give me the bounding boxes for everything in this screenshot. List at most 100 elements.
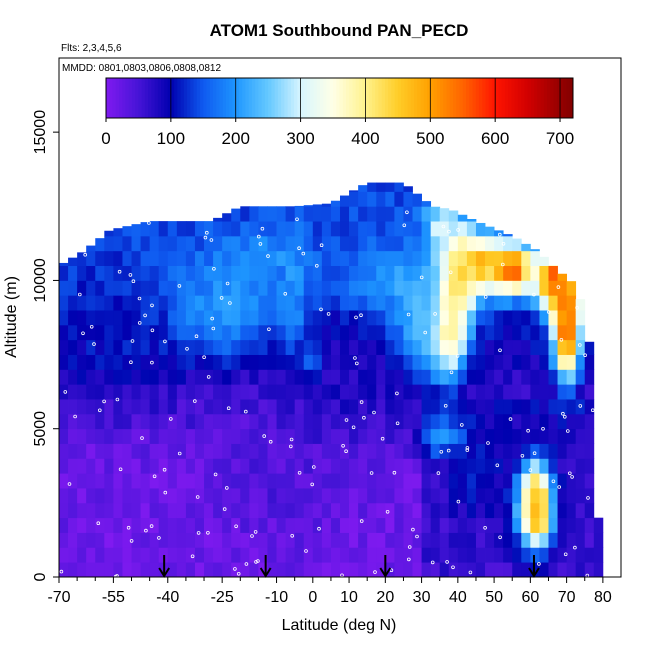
heatmap-cell <box>349 339 359 355</box>
heatmap-cell <box>276 458 287 474</box>
heatmap-cell <box>548 473 558 489</box>
heatmap-cell <box>512 384 522 400</box>
heatmap-cell <box>167 413 178 430</box>
heatmap-cell <box>68 265 78 281</box>
heatmap-cell <box>140 339 151 355</box>
colorbar-swatch <box>264 78 269 118</box>
heatmap-cell <box>167 384 178 400</box>
heatmap-cell <box>485 295 495 311</box>
colorbar-swatch <box>352 78 357 118</box>
heatmap-cell <box>394 295 404 311</box>
heatmap-cell <box>276 384 287 400</box>
heatmap-cell <box>530 280 540 296</box>
heatmap-cell <box>376 310 386 326</box>
heatmap-cell <box>475 428 486 444</box>
heatmap-cell <box>59 428 69 444</box>
heatmap-cell <box>276 488 287 504</box>
sample-point <box>147 221 151 225</box>
heatmap-cell <box>158 235 169 252</box>
heatmap-cell <box>349 221 359 237</box>
heatmap-cell <box>330 295 341 311</box>
sample-point <box>586 496 590 500</box>
y-tick-label: 10000 <box>32 258 49 303</box>
x-tick-label: 10 <box>340 589 358 606</box>
heatmap-cell <box>285 354 296 370</box>
colorbar-tick-label: 400 <box>351 129 379 148</box>
heatmap-cell <box>494 473 504 489</box>
heatmap-cell <box>485 235 495 252</box>
heatmap-cell <box>349 399 359 415</box>
heatmap-cell <box>448 428 459 444</box>
colorbar-swatch <box>384 78 389 118</box>
heatmap-cell <box>584 458 595 474</box>
heatmap-cell <box>285 250 296 266</box>
heatmap-cell <box>349 191 359 207</box>
sample-point <box>498 348 502 353</box>
heatmap-cell <box>412 562 422 577</box>
heatmap-cell <box>439 354 450 370</box>
heatmap-cell <box>584 562 595 577</box>
heatmap-cell <box>358 185 368 192</box>
heatmap-cell <box>276 206 287 222</box>
heatmap-cell <box>394 191 404 207</box>
heatmap-cell <box>276 547 287 563</box>
heatmap-cell <box>113 324 123 341</box>
heatmap-cell <box>77 295 87 311</box>
heatmap-cell <box>258 547 268 563</box>
heatmap-cell <box>149 547 160 563</box>
heatmap-cell <box>548 265 558 266</box>
heatmap-cell <box>104 265 114 281</box>
heatmap-cell <box>403 502 413 519</box>
heatmap-cell <box>68 443 78 459</box>
heatmap-cell <box>349 384 359 400</box>
heatmap-cell <box>122 532 132 548</box>
heatmap-cell <box>185 295 196 311</box>
heatmap-cell <box>376 235 386 252</box>
heatmap-cell <box>312 324 323 341</box>
sample-point <box>556 285 561 289</box>
heatmap-cell <box>303 502 314 519</box>
heatmap-cell <box>104 354 114 370</box>
heatmap-cell <box>367 310 377 326</box>
heatmap-cell <box>557 502 568 519</box>
heatmap-cell <box>385 532 395 548</box>
colorbar-swatch <box>307 78 311 118</box>
colorbar-swatch <box>157 78 162 118</box>
heatmap-cell <box>59 295 69 311</box>
heatmap-cell <box>321 547 332 563</box>
heatmap-cell <box>494 532 504 548</box>
heatmap-cell <box>176 280 187 296</box>
heatmap-cell <box>249 221 259 237</box>
heatmap-cell <box>376 295 386 311</box>
heatmap-cell <box>349 502 359 519</box>
sample-point <box>78 292 82 297</box>
heatmap-cell <box>321 473 332 489</box>
colorbar-swatch <box>258 78 263 118</box>
heatmap-cell <box>68 339 78 355</box>
heatmap-cell <box>485 250 495 266</box>
heatmap-cell <box>240 339 250 355</box>
sample-point <box>439 449 444 454</box>
heatmap-cell <box>86 369 96 385</box>
heatmap-cell <box>367 182 377 192</box>
heatmap-cell <box>249 235 259 252</box>
heatmap-cell <box>394 399 404 415</box>
heatmap-cell <box>412 280 422 296</box>
heatmap-cell <box>439 339 450 355</box>
heatmap-cell <box>521 354 531 370</box>
heatmap-cell <box>267 354 277 370</box>
heatmap-cell <box>213 235 223 252</box>
flights-note: Flts: 2,3,4,5,6 <box>61 43 122 54</box>
heatmap-cell <box>330 310 341 326</box>
heatmap-cell <box>113 502 123 519</box>
heatmap-cell <box>530 413 540 430</box>
heatmap-cell <box>204 324 214 341</box>
colorbar-swatch <box>469 78 473 118</box>
heatmap-cell <box>385 488 395 504</box>
sample-point <box>563 552 568 557</box>
heatmap-cell <box>104 324 114 341</box>
heatmap-cell <box>593 532 604 548</box>
heatmap-cell <box>149 339 160 355</box>
heatmap-cell <box>267 310 277 326</box>
